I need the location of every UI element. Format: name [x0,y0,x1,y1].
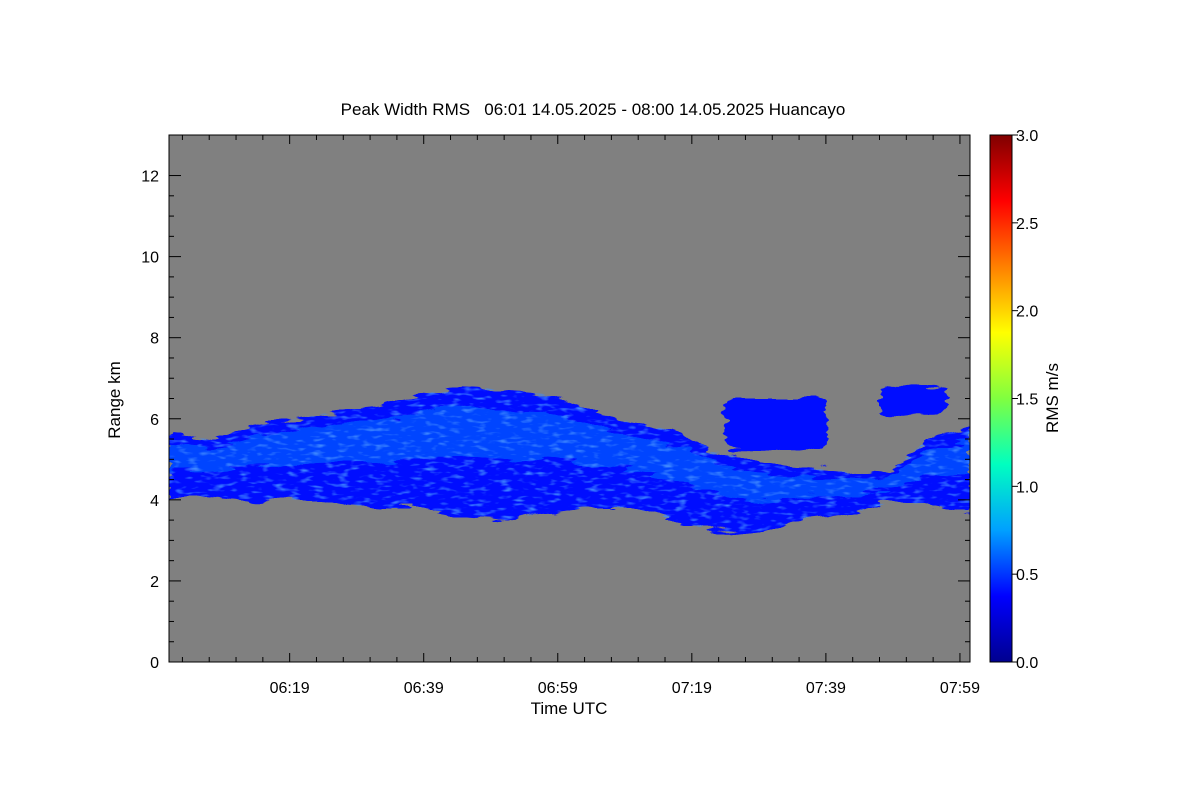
echo-texture [169,386,970,533]
echo-patch [879,386,947,415]
x-tick-label: 06:39 [404,680,444,697]
colorbar-tick-label: 2.5 [1016,216,1038,233]
y-tick-label: 2 [150,574,159,591]
y-tick-label: 10 [141,250,159,267]
x-tick-label: 07:59 [940,680,980,697]
x-tick-label: 07:19 [672,680,712,697]
colorbar-tick-label: 2.0 [1016,304,1038,321]
echo-patch [725,398,826,452]
colorbar-tick-label: 1.0 [1016,479,1038,496]
colorbar [989,134,1013,663]
colorbar-title: RMS m/s [1043,363,1062,433]
y-axis: 0 2 4 6 8 10 12 [141,169,970,672]
plot-area [169,135,970,662]
chart-title: Peak Width RMS 06:01 14.05.2025 - 08:00 … [341,100,846,119]
echo-layer [169,386,970,533]
x-tick-label: 06:19 [270,680,310,697]
colorbar-tick-label: 0.0 [1016,655,1038,672]
x-axis-title: Time UTC [531,699,608,718]
colorbar-tick-label: 1.5 [1016,392,1038,409]
x-axis: 06:19 06:39 06:59 07:19 07:39 07:59 [181,135,980,697]
y-tick-label: 12 [141,169,159,186]
colorbar-tick-label: 0.5 [1016,567,1038,584]
colorbar-tick-label: 3.0 [1016,128,1038,145]
y-tick-label: 6 [150,412,159,429]
y-tick-label: 0 [150,655,159,672]
colorbar-axis: 0.0 0.5 1.0 1.5 2.0 2.5 3.0 [1012,128,1038,672]
y-tick-label: 8 [150,331,159,348]
x-tick-label: 07:39 [806,680,846,697]
x-tick-label: 06:59 [538,680,578,697]
y-axis-title: Range km [105,361,124,438]
y-tick-label: 4 [150,493,159,510]
